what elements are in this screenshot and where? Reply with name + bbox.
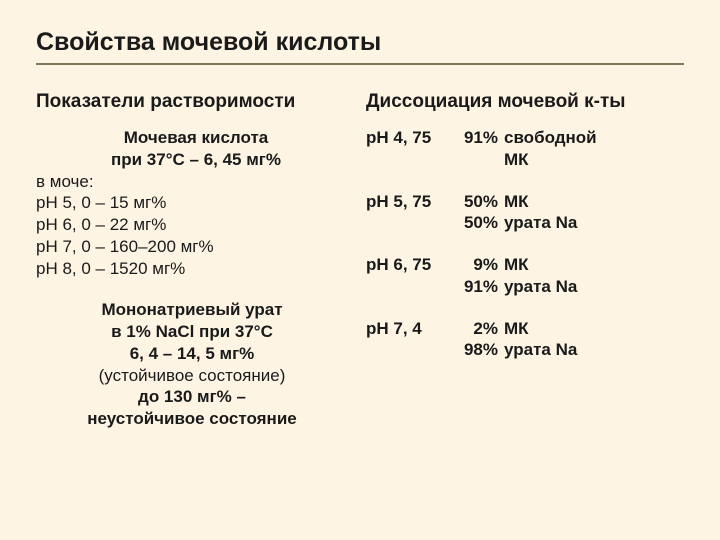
- pct-cell: [452, 149, 504, 171]
- ph-cell: рН 5, 75: [366, 191, 452, 235]
- pct-cell: 2%: [452, 318, 504, 340]
- label-cell: МК: [504, 318, 684, 340]
- table-row-group: рН 4, 75 91% свободной МК: [366, 127, 684, 171]
- pct-cell: 91%: [452, 276, 504, 298]
- label-cell: урата Na: [504, 339, 684, 361]
- solubility-block: Мочевая кислота при 37°С – 6, 45 мг% в м…: [36, 127, 348, 279]
- title-underline: [36, 63, 684, 65]
- dissociation-table: рН 4, 75 91% свободной МК рН 5, 75 50% М…: [366, 127, 684, 361]
- pct-cell: 50%: [452, 212, 504, 234]
- right-heading: Диссоциация мочевой к-ты: [366, 91, 684, 113]
- label-cell: МК: [504, 254, 684, 276]
- pct-cell: 50%: [452, 191, 504, 213]
- text-line: до 130 мг% –: [36, 386, 348, 408]
- ph-cell: рН 4, 75: [366, 127, 452, 171]
- text-line: при 37°С – 6, 45 мг%: [36, 149, 348, 171]
- text-line: в моче:: [36, 171, 348, 193]
- pct-cell: 91%: [452, 127, 504, 149]
- text-line: 6, 4 – 14, 5 мг%: [36, 343, 348, 365]
- slide-title: Свойства мочевой кислоты: [36, 28, 684, 57]
- text-line: рН 8, 0 – 1520 мг%: [36, 258, 348, 280]
- text-line: Мочевая кислота: [36, 127, 348, 149]
- left-column: Показатели растворимости Мочевая кислота…: [36, 91, 348, 430]
- table-row-group: рН 5, 75 50% МК 50% урата Na: [366, 171, 684, 235]
- text-line: рН 7, 0 – 160–200 мг%: [36, 236, 348, 258]
- text-line: (устойчивое состояние): [36, 365, 348, 387]
- ph-cell: рН 6, 75: [366, 254, 452, 298]
- right-column: Диссоциация мочевой к-ты рН 4, 75 91% св…: [366, 91, 684, 430]
- label-cell: МК: [504, 149, 684, 171]
- urate-block: Мононатриевый урат в 1% NaCl при 37°С 6,…: [36, 299, 348, 430]
- ph-cell: рН 7, 4: [366, 318, 452, 362]
- label-cell: урата Na: [504, 276, 684, 298]
- label-cell: урата Na: [504, 212, 684, 234]
- text-line: неустойчивое состояние: [36, 408, 348, 430]
- text-line: рН 6, 0 – 22 мг%: [36, 214, 348, 236]
- columns: Показатели растворимости Мочевая кислота…: [36, 91, 684, 430]
- table-row-group: рН 6, 75 9% МК 91% урата Na: [366, 234, 684, 298]
- label-cell: МК: [504, 191, 684, 213]
- text-line: рН 5, 0 – 15 мг%: [36, 192, 348, 214]
- pct-cell: 98%: [452, 339, 504, 361]
- text-line: в 1% NaCl при 37°С: [36, 321, 348, 343]
- slide: Свойства мочевой кислоты Показатели раст…: [0, 0, 720, 450]
- text-line: Мононатриевый урат: [36, 299, 348, 321]
- label-cell: свободной: [504, 127, 684, 149]
- left-heading: Показатели растворимости: [36, 91, 348, 113]
- table-row-group: рН 7, 4 2% МК 98% урата Na: [366, 298, 684, 362]
- pct-cell: 9%: [452, 254, 504, 276]
